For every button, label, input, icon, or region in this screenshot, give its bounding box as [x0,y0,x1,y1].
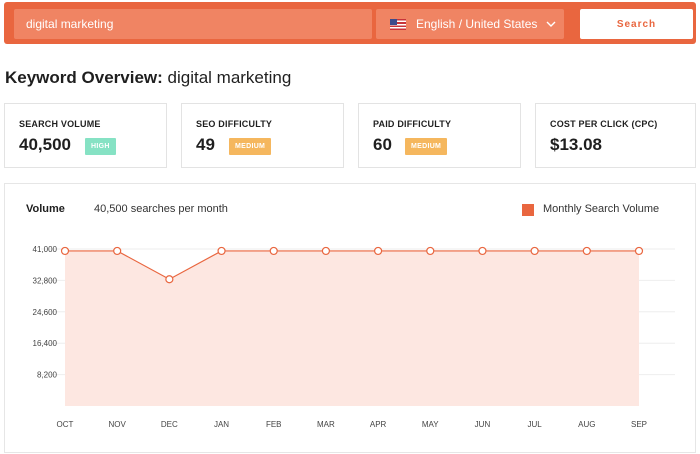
search-volume-card: SEARCH VOLUME 40,500 HIGH [4,103,167,168]
volume-subtitle: 40,500 searches per month [94,203,228,215]
series-area [65,250,639,406]
data-point [634,246,644,256]
x-tick-label: MAY [422,420,439,429]
status-badge: HIGH [85,138,116,155]
data-point [60,246,70,256]
cpc-card: COST PER CLICK (CPC) $13.08 [535,103,696,168]
seo-difficulty-card: SEO DIFFICULTY 49 MEDIUM [181,103,344,168]
volume-chart-panel: Volume 40,500 searches per month Monthly… [4,183,696,453]
card-value: 49 [196,135,215,154]
x-tick-label: JUL [528,420,543,429]
data-point [582,246,591,256]
x-tick-label: MAR [317,420,335,429]
card-value: $13.08 [550,135,602,154]
data-point [269,246,278,256]
x-tick-label: AUG [578,420,595,429]
chevron-down-icon [546,21,556,27]
card-value: 60 [373,135,392,154]
page-title-keyword: digital marketing [167,68,292,87]
data-point [113,246,122,256]
search-bar: English / United States Search [4,2,696,44]
volume-title: Volume [26,203,65,215]
y-tick-label: 16,400 [33,339,58,348]
y-tick-label: 24,600 [33,308,58,317]
x-tick-label: JAN [214,420,229,429]
page-title: Keyword Overview: digital marketing [5,68,291,88]
language-select[interactable]: English / United States [376,9,564,39]
series-line [65,250,639,280]
data-point [373,246,383,256]
data-point [321,246,331,256]
data-point [478,246,487,256]
y-tick-label: 32,800 [33,276,58,285]
card-label: SEARCH VOLUME [19,119,101,129]
x-tick-label: SEP [631,420,647,429]
y-tick-label: 8,200 [37,371,58,380]
keyword-search-input[interactable] [14,9,372,39]
language-select-label: English / United States [416,17,538,31]
card-label: SEO DIFFICULTY [196,119,273,129]
data-point [165,275,174,284]
us-flag-icon [390,18,406,30]
y-tick-label: 41,000 [33,245,58,254]
data-point [530,246,539,256]
card-label: PAID DIFFICULTY [373,119,452,129]
legend-swatch [522,204,534,216]
search-button[interactable]: Search [580,9,693,39]
status-badge: MEDIUM [229,138,272,155]
card-label: COST PER CLICK (CPC) [550,119,658,129]
x-tick-label: DEC [161,420,178,429]
page-title-prefix: Keyword Overview: [5,68,163,87]
x-tick-label: APR [370,420,387,429]
x-tick-label: OCT [57,420,74,429]
legend-label: Monthly Search Volume [543,203,660,215]
x-tick-label: JUN [475,420,491,429]
paid-difficulty-card: PAID DIFFICULTY 60 MEDIUM [358,103,521,168]
status-badge: MEDIUM [405,138,448,155]
x-tick-label: NOV [109,420,127,429]
card-value: 40,500 [19,135,71,154]
data-point [426,246,435,256]
volume-chart: 41,000 32,800 24,600 16,400 8,200 OCT NOV DEC JA… [33,245,675,429]
data-point [217,246,226,256]
x-tick-label: FEB [266,420,282,429]
